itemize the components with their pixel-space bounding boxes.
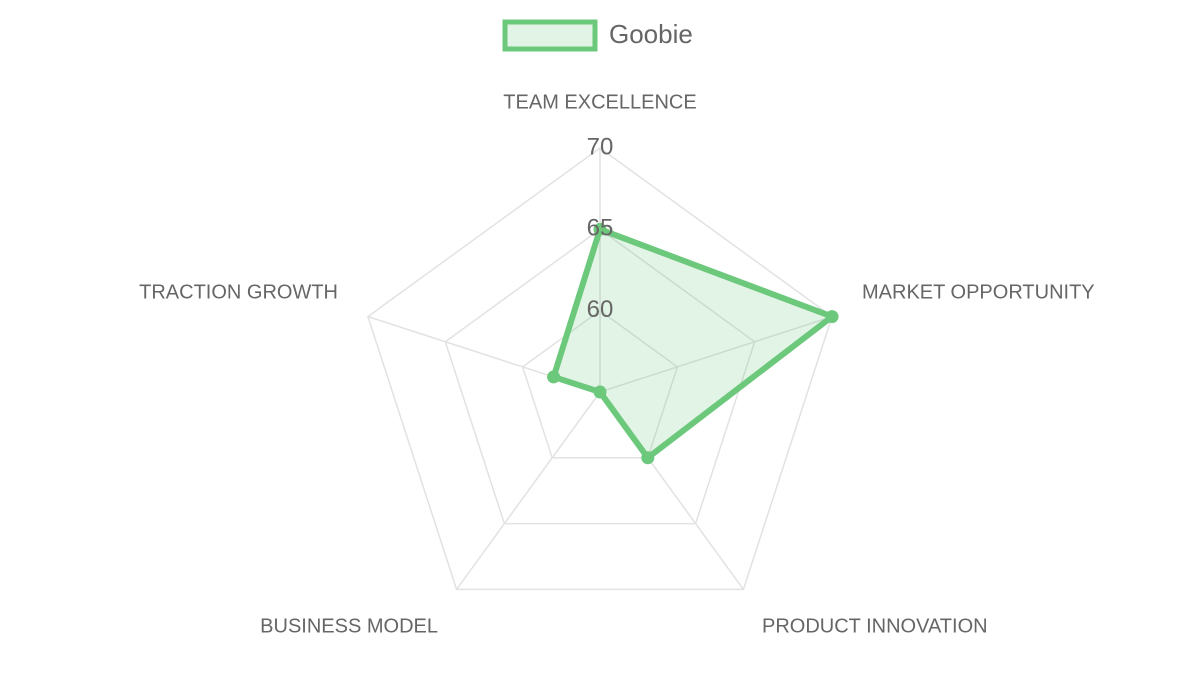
- grid-ring: [367, 147, 833, 591]
- legend-label: Goobie: [609, 19, 693, 49]
- series-area: [550, 226, 836, 461]
- r-tick-label: 65: [587, 215, 614, 242]
- data-point: [641, 451, 655, 465]
- data-point: [825, 310, 839, 324]
- category-label: MARKET OPPORTUNITY: [862, 281, 1095, 303]
- r-tick-label: 60: [587, 296, 614, 323]
- category-label: PRODUCT INNOVATION: [762, 615, 988, 637]
- legend-swatch: [502, 19, 598, 52]
- data-point: [593, 385, 607, 399]
- r-tick-label: 70: [587, 133, 614, 160]
- grid-ring: [521, 309, 679, 459]
- spoke: [599, 315, 833, 393]
- category-label: TEAM EXCELLENCE: [503, 91, 696, 113]
- category-label: BUSINESS MODEL: [260, 615, 438, 637]
- data-point: [547, 370, 561, 384]
- data-point: [593, 222, 607, 236]
- spoke: [455, 391, 601, 590]
- grid-ring: [444, 228, 756, 525]
- category-label: TRACTION GROWTH: [139, 281, 338, 303]
